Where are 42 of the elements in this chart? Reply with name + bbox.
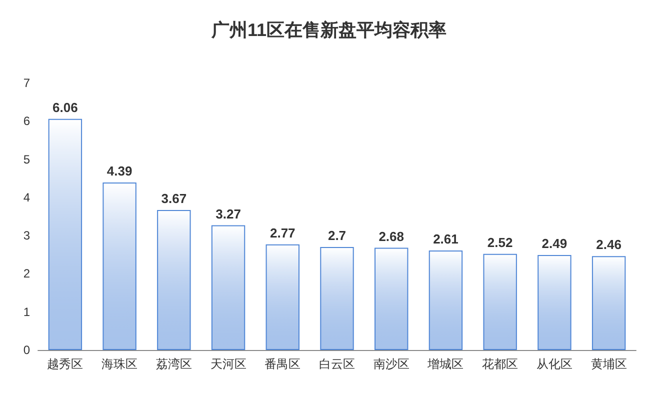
x-tick-label: 花都区 (482, 357, 518, 371)
bar (211, 225, 246, 350)
bar (538, 255, 572, 350)
y-tick-label: 3 (23, 228, 30, 243)
x-tick-label: 越秀区 (47, 357, 84, 371)
data-label: 4.39 (106, 164, 132, 179)
x-tick-label: 增城区 (426, 357, 464, 371)
data-label: 2.68 (378, 228, 404, 244)
y-tick-label: 1 (23, 304, 30, 319)
x-tick-label: 白云区 (319, 357, 355, 371)
y-tick-label: 6 (23, 114, 30, 128)
bar (428, 250, 463, 350)
data-label: 2.77 (270, 225, 296, 240)
data-label: 2.49 (542, 236, 568, 252)
x-tick-label: 南沙区 (373, 357, 410, 371)
x-tick-label: 从化区 (536, 357, 572, 371)
data-label: 2.46 (596, 237, 622, 252)
data-label: 3.67 (161, 191, 187, 206)
x-tick-label: 黄埔区 (590, 357, 627, 371)
data-label: 6.06 (52, 100, 78, 115)
bar (483, 254, 517, 350)
y-tick-label: 7 (23, 76, 30, 90)
x-tick-label: 海珠区 (102, 357, 138, 371)
chart-title: 广州11区在售新盘平均容积率 (210, 20, 447, 40)
y-tick-label: 2 (23, 266, 30, 281)
bar (320, 247, 354, 350)
data-label: 2.52 (487, 234, 513, 250)
bar (374, 248, 408, 350)
bar (157, 210, 191, 350)
y-tick-label: 4 (23, 190, 30, 204)
x-tick-label: 番禺区 (264, 357, 301, 371)
bar (266, 244, 300, 350)
x-tick-label: 荔湾区 (156, 357, 192, 371)
bar (48, 118, 82, 350)
x-tick-label: 天河区 (210, 357, 246, 371)
y-tick-label: 5 (23, 152, 30, 166)
y-tick-label: 0 (23, 343, 30, 357)
bar (102, 182, 136, 350)
data-label: 2.7 (328, 228, 346, 244)
data-label: 3.27 (216, 206, 241, 222)
bar (592, 256, 626, 350)
data-label: 2.61 (433, 231, 458, 246)
